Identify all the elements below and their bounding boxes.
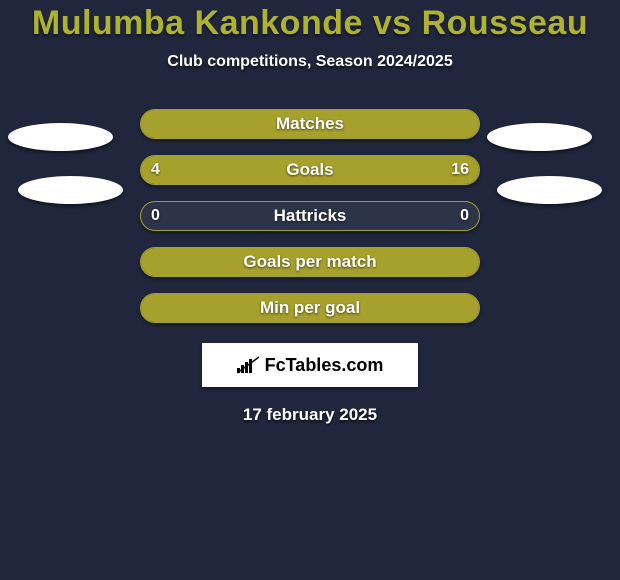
player-oval xyxy=(18,176,123,204)
date-text: 17 february 2025 xyxy=(243,405,377,425)
bar-chart-icon xyxy=(237,355,259,375)
stat-bar-track: Matches xyxy=(140,109,480,139)
subtitle: Club competitions, Season 2024/2025 xyxy=(167,53,452,71)
stat-value-right: 16 xyxy=(451,156,469,184)
player-oval xyxy=(487,123,592,151)
stat-row: Min per goal xyxy=(0,293,620,323)
stat-bar-track: Goals416 xyxy=(140,155,480,185)
page-title: Mulumba Kankonde vs Rousseau xyxy=(32,4,588,43)
stat-bar-left-fill xyxy=(141,110,479,138)
stat-value-left: 0 xyxy=(151,202,160,230)
player-oval xyxy=(497,176,602,204)
stat-bar-left-fill xyxy=(141,248,479,276)
stat-bar-track: Min per goal xyxy=(140,293,480,323)
player-oval xyxy=(8,123,113,151)
stat-bar-right-fill xyxy=(209,156,479,184)
stat-value-left: 4 xyxy=(151,156,160,184)
stat-bar-track: Hattricks0 0 xyxy=(140,201,480,231)
stat-bar-label: Hattricks xyxy=(141,202,479,230)
logo: FcTables.com xyxy=(202,343,418,387)
stat-row: Hattricks0 0 xyxy=(0,201,620,231)
stat-row: Goals per match xyxy=(0,247,620,277)
stat-bar-track: Goals per match xyxy=(140,247,480,277)
logo-text: FcTables.com xyxy=(265,355,384,376)
stat-bar-left-fill xyxy=(141,294,479,322)
stat-value-right: 0 xyxy=(460,202,469,230)
infographic-content: Mulumba Kankonde vs Rousseau Club compet… xyxy=(0,0,620,580)
